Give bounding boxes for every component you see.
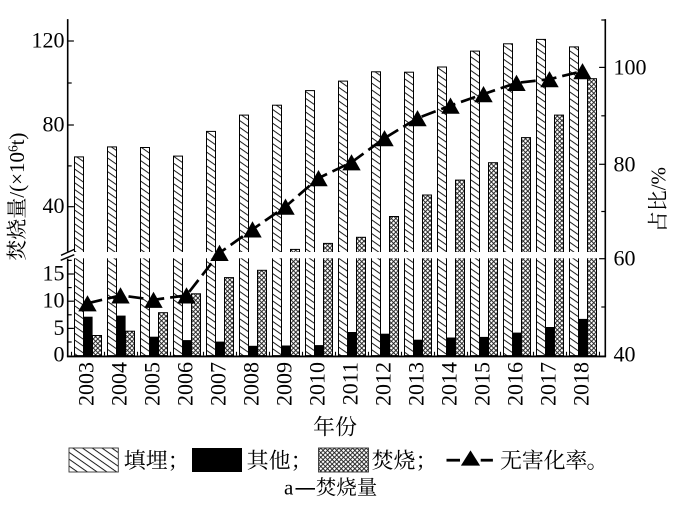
svg-text:2003: 2003 xyxy=(74,362,99,406)
svg-text:2018: 2018 xyxy=(569,362,594,406)
svg-text:100: 100 xyxy=(614,54,647,79)
svg-text:/%: /% xyxy=(646,167,670,190)
svg-text:2005: 2005 xyxy=(140,362,165,406)
svg-text:2017: 2017 xyxy=(536,362,561,406)
svg-text:2015: 2015 xyxy=(470,362,495,406)
svg-text:2004: 2004 xyxy=(107,362,132,406)
svg-text:40: 40 xyxy=(614,342,636,367)
svg-text:2013: 2013 xyxy=(404,362,429,406)
svg-text:t): t) xyxy=(5,133,29,146)
svg-text:2010: 2010 xyxy=(305,362,330,406)
svg-text:80: 80 xyxy=(614,151,636,176)
svg-text:5: 5 xyxy=(54,315,65,340)
svg-text:2011: 2011 xyxy=(338,362,363,405)
svg-text:2012: 2012 xyxy=(371,362,396,406)
svg-text:2009: 2009 xyxy=(272,362,297,406)
svg-text:120: 120 xyxy=(32,28,65,53)
svg-text:/(×10: /(×10 xyxy=(5,152,29,198)
svg-text:6: 6 xyxy=(6,145,21,152)
svg-text:15: 15 xyxy=(43,261,65,286)
svg-text:2007: 2007 xyxy=(206,362,231,406)
svg-text:a: a xyxy=(284,476,294,500)
svg-text:80: 80 xyxy=(43,112,65,137)
svg-text:2014: 2014 xyxy=(437,362,462,406)
svg-text:2008: 2008 xyxy=(239,362,264,406)
svg-text:10: 10 xyxy=(43,288,65,313)
svg-text:0: 0 xyxy=(54,342,65,367)
svg-text:60: 60 xyxy=(614,246,636,271)
svg-text:2006: 2006 xyxy=(173,362,198,406)
svg-text:40: 40 xyxy=(43,193,65,218)
svg-text:2016: 2016 xyxy=(503,362,528,406)
